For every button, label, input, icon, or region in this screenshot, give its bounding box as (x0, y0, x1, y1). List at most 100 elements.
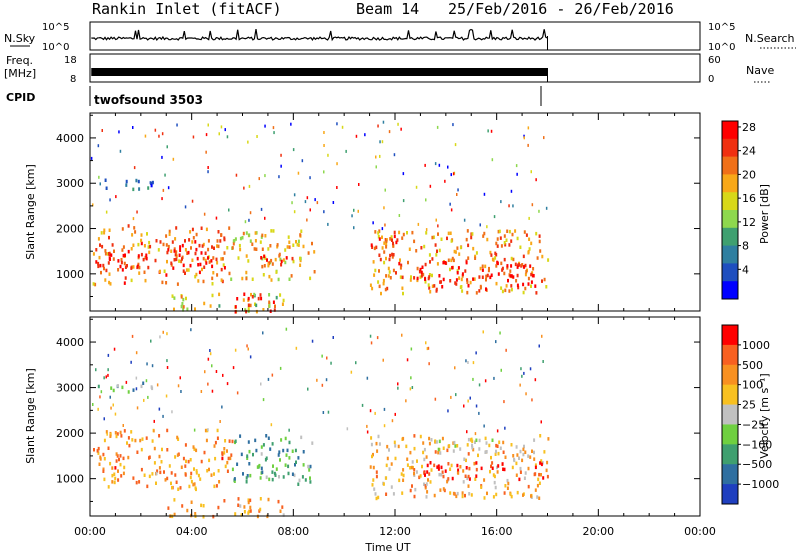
velocity-cell (184, 473, 187, 477)
power-cell (504, 288, 507, 293)
power-cell (119, 149, 122, 153)
velocity-cell (467, 452, 470, 456)
velocity-cell (173, 498, 176, 502)
power-cell (138, 265, 141, 270)
velocity-cell (179, 376, 181, 380)
power-cell (299, 258, 302, 263)
velocity-cell (536, 483, 539, 488)
velocity-cell (270, 423, 273, 427)
velocity-cell (484, 379, 487, 383)
station-title: Rankin Inlet (fitACF) (92, 0, 282, 18)
velocity-cell (533, 450, 535, 455)
power-cell (411, 230, 414, 235)
power-cell (516, 283, 519, 288)
power-cell (247, 303, 250, 307)
power-cell (249, 239, 252, 243)
velocity-cell (390, 462, 393, 466)
velocity-cell (518, 477, 521, 482)
velocity-cell (248, 449, 251, 454)
velocity-cell (189, 458, 192, 462)
power-cell (202, 256, 205, 261)
power-cell (400, 127, 402, 131)
velocity-cell (177, 487, 180, 491)
power-cell (529, 264, 532, 268)
power-cell (233, 239, 236, 243)
velocity-cell (468, 492, 471, 496)
velocity-cell (400, 472, 403, 476)
velocity-cell (426, 463, 429, 468)
power-cell (371, 286, 374, 291)
power-cell (117, 268, 120, 272)
power-cell (407, 260, 409, 265)
velocity-cell (502, 467, 505, 471)
power-cell (381, 235, 383, 239)
power-cell (458, 276, 461, 280)
power-cell (499, 236, 502, 240)
power-cell (254, 302, 256, 306)
power-cell (458, 252, 461, 256)
velocity-cell (229, 456, 232, 461)
power-cell (484, 264, 487, 269)
velocity-cell (97, 451, 100, 455)
power-cell (503, 257, 506, 262)
power-cell (130, 278, 133, 283)
velocity-scatter (92, 327, 550, 519)
power-cbar-swatch (722, 138, 738, 158)
velocity-cell (516, 490, 519, 495)
velocity-cell (522, 447, 525, 452)
power-cell (377, 124, 379, 128)
power-cell (535, 178, 537, 182)
power-cell (251, 277, 254, 281)
power-cell (372, 260, 375, 264)
nsky-label: N.Sky (4, 32, 36, 45)
velocity-cell (215, 370, 218, 373)
velocity-cell (239, 434, 242, 438)
velocity-cell (472, 377, 474, 381)
power-cell (253, 247, 256, 251)
velocity-cell (533, 472, 536, 477)
power-cell (428, 275, 431, 279)
velocity-cell (411, 460, 414, 464)
power-cell (538, 239, 541, 244)
velocity-cell (168, 464, 171, 468)
power-cell (503, 234, 506, 238)
velocity-cell (478, 383, 481, 387)
velocity-cell (212, 514, 215, 519)
power-cell (313, 250, 316, 254)
power-cell (95, 248, 98, 252)
power-cell (538, 234, 541, 238)
velocity-cell (454, 366, 456, 370)
power-cell (395, 240, 398, 245)
velocity-cell (371, 483, 374, 487)
velocity-cell (106, 432, 108, 436)
velocity-cell (130, 430, 133, 434)
velocity-cell (192, 482, 195, 487)
velocity-cell (302, 463, 305, 467)
power-cell (467, 243, 470, 248)
velocity-cell (132, 388, 135, 392)
velocity-cell (462, 469, 465, 473)
power-cell (512, 204, 514, 208)
velocity-cell (491, 466, 494, 470)
velocity-cell (223, 447, 226, 451)
velocity-cell (377, 434, 380, 439)
freq-frame (89, 53, 701, 83)
power-cell (273, 131, 275, 135)
power-cell (213, 246, 215, 250)
power-cell (137, 242, 140, 247)
power-cell (496, 237, 499, 241)
velocity-cell (140, 384, 143, 389)
velocity-cell (186, 508, 189, 513)
velocity-cell (193, 428, 196, 432)
power-cell (428, 286, 431, 290)
power-cell (381, 227, 384, 231)
velocity-cell (330, 361, 332, 365)
power-cell (218, 132, 220, 136)
power-cell (191, 240, 194, 244)
power-cell (440, 280, 442, 284)
velocity-cell (151, 439, 154, 443)
velocity-cell (419, 434, 422, 439)
velocity-cell (538, 344, 540, 348)
power-cell (181, 257, 183, 261)
velocity-cell (135, 480, 138, 485)
